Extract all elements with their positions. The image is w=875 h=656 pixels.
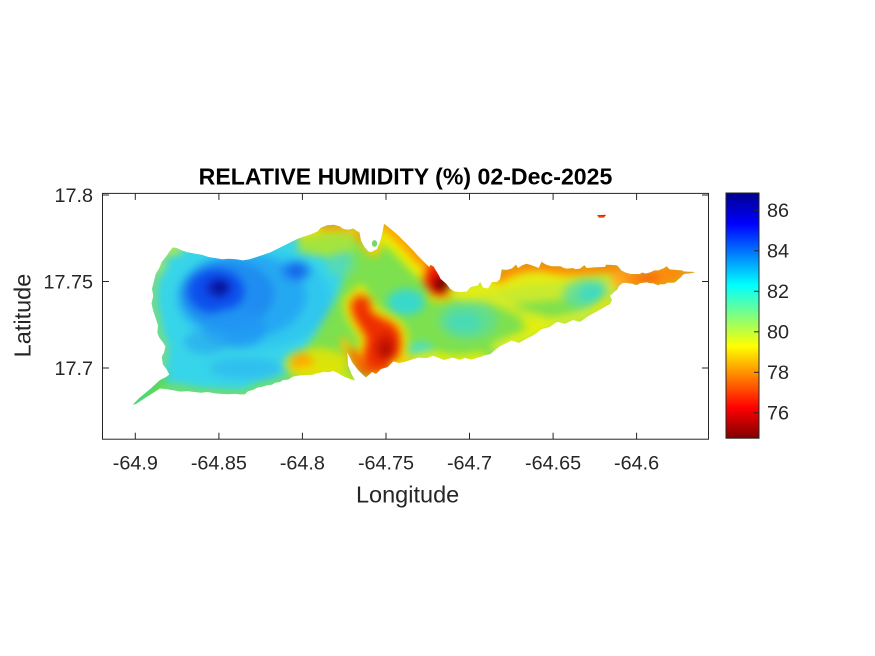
svg-text:80: 80	[767, 322, 789, 344]
svg-text:RELATIVE HUMIDITY (%) 02-Dec-2: RELATIVE HUMIDITY (%) 02-Dec-2025	[199, 163, 613, 189]
svg-text:82: 82	[767, 281, 789, 303]
svg-text:86: 86	[767, 200, 789, 222]
svg-text:-64.75: -64.75	[358, 452, 414, 474]
svg-text:-64.7: -64.7	[447, 452, 492, 474]
svg-text:-64.8: -64.8	[280, 452, 325, 474]
svg-text:78: 78	[767, 362, 789, 384]
svg-text:-64.65: -64.65	[525, 452, 581, 474]
svg-text:-64.6: -64.6	[614, 452, 659, 474]
svg-text:17.75: 17.75	[43, 271, 93, 293]
svg-text:Longitude: Longitude	[356, 481, 459, 507]
svg-text:17.7: 17.7	[54, 358, 93, 380]
svg-text:-64.9: -64.9	[113, 452, 158, 474]
svg-text:17.8: 17.8	[54, 185, 93, 207]
svg-text:84: 84	[767, 241, 789, 263]
svg-text:76: 76	[767, 403, 789, 425]
svg-text:-64.85: -64.85	[191, 452, 247, 474]
svg-text:Latitude: Latitude	[10, 274, 36, 358]
